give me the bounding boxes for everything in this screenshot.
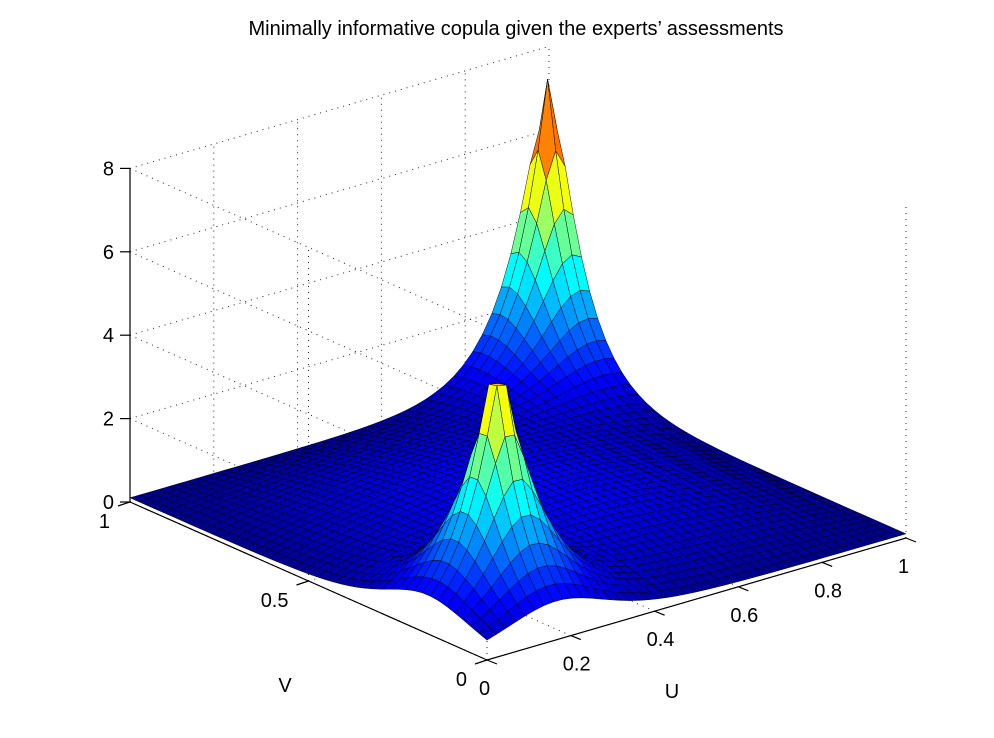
x-tick-mark <box>570 635 582 641</box>
y-tick-label: 0.5 <box>261 590 289 612</box>
chart-title: Minimally informative copula given the e… <box>248 18 783 40</box>
x-tick-mark <box>738 586 749 592</box>
z-tick-label: 6 <box>103 242 114 264</box>
y-tick-mark <box>296 580 309 586</box>
y-tick-label: 1 <box>99 511 110 533</box>
grid-line-z <box>129 296 550 420</box>
z-tick-label: 8 <box>103 158 114 180</box>
y-tick-mark <box>117 501 131 507</box>
x-tick-mark <box>821 561 833 567</box>
x-tick-mark <box>654 610 665 616</box>
y-axis-label: V <box>278 675 292 697</box>
x-tick-mark <box>486 659 498 665</box>
z-tick-label: 2 <box>103 409 114 431</box>
x-tick-label: 0.2 <box>563 654 591 676</box>
grid-line-z <box>129 212 550 336</box>
z-tick-label: 4 <box>103 325 114 347</box>
y-tick-mark <box>474 659 488 665</box>
y-tick-label: 0 <box>456 669 467 691</box>
x-tick-label: 0.6 <box>730 605 758 627</box>
grid-line-z <box>129 45 550 169</box>
x-axis-label: U <box>665 681 679 703</box>
surface-mesh <box>129 78 907 641</box>
x-tick-label: 0.4 <box>647 629 675 651</box>
grid-line-z <box>129 251 488 411</box>
z-tick-label: 0 <box>103 492 114 514</box>
x-tick-label: 1 <box>898 556 909 578</box>
x-axis-line <box>486 537 907 661</box>
grid-line-z <box>129 167 488 327</box>
x-tick-mark <box>905 537 917 543</box>
grid-line-z <box>129 129 550 253</box>
surface-facet <box>478 626 497 641</box>
x-tick-label: 0.8 <box>814 580 842 602</box>
x-tick-label: 0 <box>479 678 490 700</box>
axes <box>117 167 917 665</box>
